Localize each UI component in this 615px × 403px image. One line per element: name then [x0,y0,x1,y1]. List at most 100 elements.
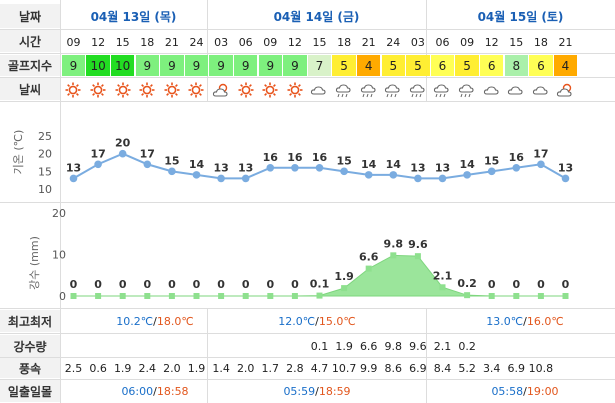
sun-day-1: 06:00/18:58 [60,380,250,402]
minmax-day-3: 13.0℃/16.0℃ [450,310,600,332]
sun-icon [61,79,86,101]
golf-index-cell: 10 [110,55,135,76]
wind-cell: 1.4 [212,361,230,375]
wind-cell: 6.9 [409,361,427,375]
precipitation-point [144,293,151,299]
temperature-label: 14 [189,158,205,171]
wind-cell: 5.2 [458,361,476,375]
time-cell: 09 [263,35,278,49]
row-label-weather-text: 날씨 [18,82,42,97]
sunrise-time: 06:00 [121,384,154,398]
time-cell: 24 [386,35,401,49]
precipitation-label: 1.9 [334,270,354,283]
time-cell: 06 [238,35,253,49]
sun-icon [184,79,209,101]
time-cell: 09 [460,35,475,49]
rain-amount-cell: 6.6 [359,339,378,353]
precipitation-point [95,293,102,299]
temperature-label: 16 [287,151,303,164]
temperature-point [241,174,250,183]
wind-cell: 2.4 [138,361,157,375]
rain-amount-cell: 0.1 [310,339,329,353]
temperature-point [315,164,324,172]
time-cell: 24 [189,35,204,49]
golf-index-cell: 7 [307,55,332,76]
precipitation-point [365,265,372,272]
precipitation-label: 9.6 [408,238,428,251]
temperature-label: 13 [213,161,228,174]
time-cell: 21 [558,35,573,49]
precipitation-point [193,293,200,299]
wind-cell: 1.7 [261,361,280,375]
rain-icon [332,79,357,101]
precipitation-point [439,284,446,291]
temperature-point [340,167,348,176]
temperature-point [217,174,225,183]
time-cell: 21 [361,35,376,49]
golf-index-cell: 9 [258,55,283,76]
precipitation-point [168,293,175,299]
precipitation-point [242,293,249,299]
precipitation-label: 0.2 [457,277,477,290]
time-cell: 15 [115,35,130,49]
wind-cell: 10.7 [331,361,357,375]
wind-cell: 10.8 [528,361,554,375]
rain-icon [356,79,381,101]
temperature-y-tick: 10 [38,183,52,196]
golf-index-cell: 6 [430,55,455,76]
temperature-point [291,164,299,172]
cloud-icon [504,79,529,101]
row-label-wind-text: 풍속 [18,361,42,376]
precipitation-label: 0 [242,278,250,291]
temperature-point [94,160,102,169]
precipitation-point [341,285,348,292]
precipitation-area [73,254,566,297]
sun-sep: / [153,384,157,398]
rain-icon [381,79,406,101]
precipitation-label: 0 [143,278,151,291]
temperature-axis-label: 기온 (℃) [12,130,25,175]
golf-index-cell: 9 [160,55,184,76]
sun-icon [258,79,283,101]
time-cell: 15 [312,35,327,49]
golf-index-cell: 10 [86,55,110,76]
wind-cell: 2.8 [286,361,304,375]
precipitation-point [70,293,77,299]
rain-amount-cell: 9.6 [409,339,427,353]
golf-index-cell: 5 [381,55,406,76]
sunset-time: 19:00 [526,384,559,398]
wind-cell: 0.6 [89,361,107,375]
wind-cell: 2.0 [236,361,255,375]
sun-icon [110,79,135,101]
sun-sep: / [523,384,527,398]
wind-cell: 1.9 [113,361,132,375]
temperature-label: 13 [410,161,425,174]
temperature-point [389,171,398,179]
temperature-label: 16 [509,151,525,164]
wind-cell: 6.9 [507,361,526,375]
sunrise-time: 05:59 [283,384,316,398]
date-day-2: 04월 14일 (금) [273,9,360,24]
wind-cell: 3.4 [482,361,501,375]
sun-icon [135,79,160,101]
row-label-golf-index: 골프지수 [0,55,60,76]
temperature-label: 17 [90,147,105,160]
row-label-wind: 풍속 [0,358,60,378]
precipitation-point [267,293,274,299]
precipitation-label: 0 [562,278,570,291]
max-temp: 15.0℃ [318,314,356,328]
temperature-label: 13 [558,161,573,174]
golf-index-cell: 9 [233,55,258,76]
precipitation-label: 0 [217,278,225,291]
temperature-chart: 기온 (℃) 25 20 15 10 13 17 20 17 15 14 13 13 16 16 16 15… [12,130,573,196]
temperature-point [69,174,78,183]
golf-index-cell: 9 [61,55,86,76]
rain-icon [430,79,455,101]
wind-cell: 4.7 [310,361,329,375]
minmax-sep: / [523,314,527,328]
max-temp: 16.0℃ [526,314,564,328]
temperature-point [537,160,545,169]
rain-icon [406,79,431,101]
row-label-sun-text: 일출일몰 [7,384,53,399]
